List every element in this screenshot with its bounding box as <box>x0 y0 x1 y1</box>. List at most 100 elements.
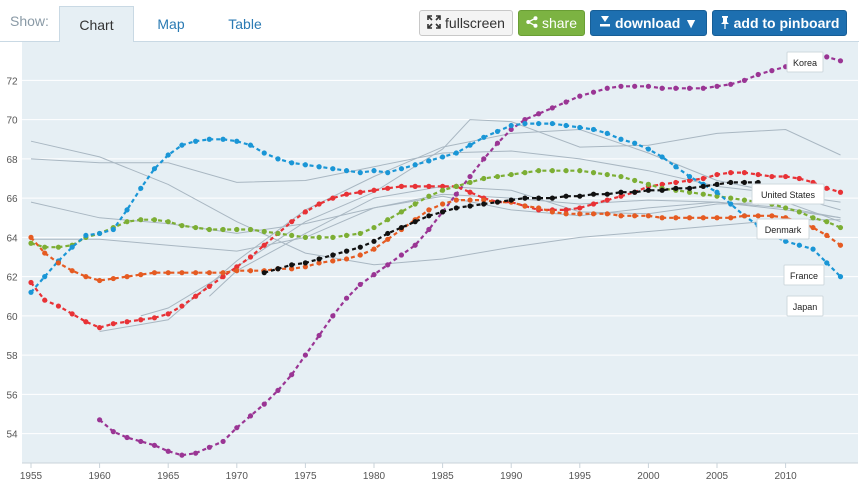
data-point[interactable] <box>206 283 212 290</box>
data-point[interactable] <box>371 168 377 174</box>
data-point[interactable] <box>151 166 158 172</box>
data-point[interactable] <box>302 209 308 215</box>
data-point[interactable] <box>110 275 116 282</box>
data-point[interactable] <box>275 230 281 237</box>
data-point[interactable] <box>138 217 144 223</box>
data-point[interactable] <box>700 183 706 189</box>
data-point[interactable] <box>577 211 583 217</box>
data-point[interactable] <box>714 215 720 221</box>
data-point[interactable] <box>357 281 363 288</box>
data-point[interactable] <box>55 260 62 266</box>
data-point[interactable] <box>55 244 62 250</box>
data-point[interactable] <box>220 438 226 445</box>
data-point[interactable] <box>577 93 583 99</box>
data-point[interactable] <box>590 191 597 197</box>
data-point[interactable] <box>590 201 597 207</box>
data-point[interactable] <box>728 179 734 186</box>
data-point[interactable] <box>522 195 528 201</box>
data-point[interactable] <box>343 295 350 301</box>
data-point[interactable] <box>467 203 473 209</box>
data-point[interactable] <box>426 207 432 213</box>
data-point[interactable] <box>371 224 377 231</box>
data-point[interactable] <box>755 213 761 219</box>
data-point[interactable] <box>398 166 405 172</box>
data-point[interactable] <box>28 234 34 240</box>
data-point[interactable] <box>193 138 199 144</box>
data-point[interactable] <box>632 213 638 219</box>
data-point[interactable] <box>467 173 473 180</box>
data-point[interactable] <box>508 171 514 178</box>
data-point[interactable] <box>343 168 350 174</box>
data-point[interactable] <box>124 434 130 441</box>
data-point[interactable] <box>824 54 830 60</box>
data-point[interactable] <box>673 179 679 186</box>
data-point[interactable] <box>577 168 583 174</box>
data-point[interactable] <box>783 173 789 180</box>
data-point[interactable] <box>700 191 706 197</box>
data-point[interactable] <box>453 197 459 203</box>
data-point[interactable] <box>385 262 391 268</box>
data-point[interactable] <box>69 244 75 250</box>
data-point[interactable] <box>645 83 652 89</box>
data-point[interactable] <box>385 185 391 191</box>
data-point[interactable] <box>741 170 748 176</box>
data-point[interactable] <box>110 226 116 233</box>
data-point[interactable] <box>426 226 432 233</box>
data-point[interactable] <box>549 209 555 215</box>
data-point[interactable] <box>302 162 308 168</box>
data-point[interactable] <box>659 181 665 187</box>
data-point[interactable] <box>316 201 322 207</box>
data-point[interactable] <box>28 289 34 295</box>
data-point[interactable] <box>453 183 459 189</box>
data-point[interactable] <box>412 183 418 189</box>
data-point[interactable] <box>604 130 610 136</box>
data-point[interactable] <box>536 205 542 211</box>
data-point[interactable] <box>302 234 308 240</box>
data-point[interactable] <box>563 99 569 105</box>
data-point[interactable] <box>440 201 446 207</box>
tab-table[interactable]: Table <box>228 15 262 32</box>
data-point[interactable] <box>645 146 652 152</box>
data-point[interactable] <box>508 126 514 133</box>
data-point[interactable] <box>247 268 254 274</box>
data-point[interactable] <box>124 274 130 280</box>
data-point[interactable] <box>426 193 432 199</box>
data-point[interactable] <box>343 232 350 239</box>
share-button[interactable]: share <box>518 10 585 36</box>
data-point[interactable] <box>165 270 171 276</box>
data-point[interactable] <box>563 193 569 199</box>
data-point[interactable] <box>385 236 391 242</box>
data-point[interactable] <box>110 321 116 327</box>
data-point[interactable] <box>577 124 583 131</box>
data-point[interactable] <box>563 211 569 217</box>
data-point[interactable] <box>261 242 267 248</box>
data-point[interactable] <box>330 234 336 240</box>
data-point[interactable] <box>632 177 638 184</box>
data-point[interactable] <box>837 58 844 64</box>
data-point[interactable] <box>673 164 679 170</box>
data-point[interactable] <box>412 219 418 225</box>
data-point[interactable] <box>275 387 281 394</box>
data-point[interactable] <box>261 401 267 407</box>
data-point[interactable] <box>220 136 226 142</box>
data-point[interactable] <box>728 195 734 201</box>
data-point[interactable] <box>206 136 212 142</box>
data-point[interactable] <box>316 256 322 262</box>
data-point[interactable] <box>632 189 638 195</box>
data-point[interactable] <box>563 207 569 213</box>
data-point[interactable] <box>261 228 267 235</box>
data-point[interactable] <box>83 319 89 325</box>
data-point[interactable] <box>289 266 295 272</box>
data-point[interactable] <box>165 219 171 225</box>
data-point[interactable] <box>165 152 171 158</box>
data-point[interactable] <box>179 142 185 148</box>
data-point[interactable] <box>522 170 528 176</box>
data-point[interactable] <box>330 313 336 319</box>
data-point[interactable] <box>618 83 624 89</box>
data-point[interactable] <box>165 448 171 454</box>
data-point[interactable] <box>97 277 103 284</box>
data-point[interactable] <box>343 191 350 197</box>
data-point[interactable] <box>728 215 734 221</box>
data-point[interactable] <box>481 197 487 203</box>
data-point[interactable] <box>481 134 487 140</box>
